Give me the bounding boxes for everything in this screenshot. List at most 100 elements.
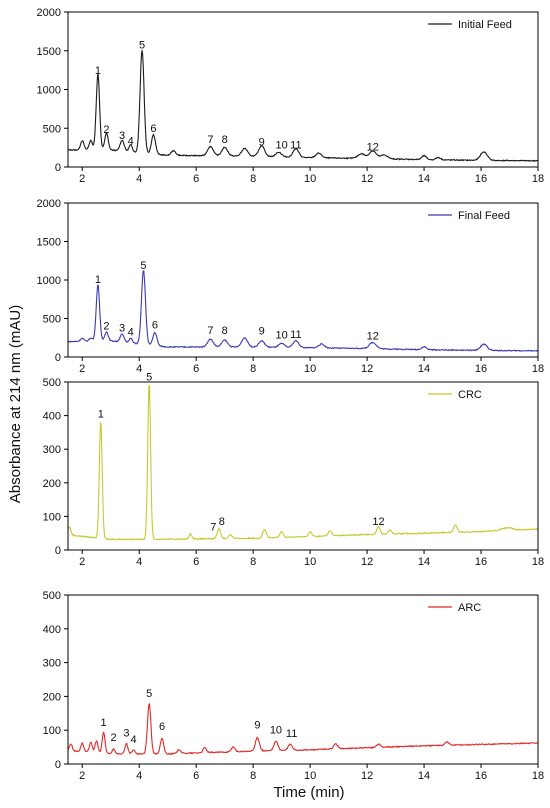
x-tick-label: 16 bbox=[475, 173, 487, 185]
x-tick-label: 10 bbox=[304, 363, 316, 375]
peak-label-7: 7 bbox=[210, 522, 216, 534]
peak-label-2: 2 bbox=[111, 732, 117, 744]
peak-label-12: 12 bbox=[372, 516, 384, 528]
peak-label-5: 5 bbox=[146, 371, 152, 383]
peak-label-10: 10 bbox=[270, 725, 282, 737]
x-tick-label: 12 bbox=[361, 173, 373, 185]
y-tick-label: 500 bbox=[43, 377, 61, 389]
x-tick-label: 6 bbox=[193, 363, 199, 375]
trace-line bbox=[67, 384, 539, 541]
x-tick-label: 18 bbox=[532, 770, 544, 782]
y-tick-label: 200 bbox=[43, 478, 61, 490]
peak-label-1: 1 bbox=[95, 274, 101, 286]
peak-label-3: 3 bbox=[123, 727, 129, 739]
x-tick-label: 6 bbox=[193, 173, 199, 185]
y-tick-label: 200 bbox=[43, 691, 61, 703]
y-tick-label: 2000 bbox=[37, 7, 61, 19]
peak-label-4: 4 bbox=[128, 326, 134, 338]
x-tick-label: 4 bbox=[136, 770, 142, 782]
peak-label-3: 3 bbox=[119, 323, 125, 335]
x-tick-label: 14 bbox=[418, 556, 430, 568]
x-tick-label: 10 bbox=[304, 556, 316, 568]
peak-label-9: 9 bbox=[259, 136, 265, 148]
x-tick-label: 12 bbox=[361, 556, 373, 568]
x-tick-label: 12 bbox=[361, 363, 373, 375]
peak-label-4: 4 bbox=[130, 734, 136, 746]
y-tick-label: 0 bbox=[55, 352, 61, 364]
x-tick-label: 14 bbox=[418, 363, 430, 375]
legend-label: Final Feed bbox=[458, 210, 510, 222]
x-axis-title: Time (min) bbox=[273, 784, 344, 801]
y-tick-label: 500 bbox=[43, 123, 61, 135]
trace-line bbox=[67, 702, 539, 755]
peak-label-1: 1 bbox=[95, 65, 101, 77]
y-tick-label: 500 bbox=[43, 314, 61, 326]
peak-label-9: 9 bbox=[259, 326, 265, 338]
peak-label-5: 5 bbox=[146, 688, 152, 700]
peak-label-6: 6 bbox=[159, 721, 165, 733]
x-tick-label: 8 bbox=[250, 173, 256, 185]
y-tick-label: 300 bbox=[43, 444, 61, 456]
x-tick-label: 16 bbox=[475, 770, 487, 782]
y-tick-label: 1000 bbox=[37, 275, 61, 287]
y-tick-label: 1500 bbox=[37, 46, 61, 58]
peak-label-12: 12 bbox=[367, 142, 379, 154]
x-tick-label: 4 bbox=[136, 173, 142, 185]
peak-label-8: 8 bbox=[222, 134, 228, 146]
x-tick-label: 2 bbox=[79, 173, 85, 185]
x-tick-label: 8 bbox=[250, 556, 256, 568]
legend-label: ARC bbox=[458, 602, 481, 614]
y-tick-label: 500 bbox=[43, 590, 61, 602]
peak-label-10: 10 bbox=[276, 139, 288, 151]
peak-label-9: 9 bbox=[254, 720, 260, 732]
trace-line bbox=[67, 50, 539, 162]
x-tick-label: 18 bbox=[532, 556, 544, 568]
peak-label-5: 5 bbox=[140, 260, 146, 272]
y-tick-label: 300 bbox=[43, 658, 61, 670]
y-tick-label: 2000 bbox=[37, 198, 61, 210]
peak-label-1: 1 bbox=[98, 408, 104, 420]
peak-label-8: 8 bbox=[219, 516, 225, 528]
x-tick-label: 14 bbox=[418, 173, 430, 185]
y-tick-label: 100 bbox=[43, 725, 61, 737]
legend-label: Initial Feed bbox=[458, 19, 512, 31]
plot-frame bbox=[67, 202, 539, 358]
trace-line bbox=[67, 269, 538, 352]
x-tick-label: 10 bbox=[304, 173, 316, 185]
peak-label-6: 6 bbox=[152, 320, 158, 332]
y-axis-title: Absorbance at 214 nm (mAU) bbox=[7, 305, 24, 503]
peak-label-11: 11 bbox=[290, 139, 301, 151]
peak-label-7: 7 bbox=[207, 134, 213, 146]
peak-label-4: 4 bbox=[128, 136, 134, 148]
x-tick-label: 16 bbox=[475, 556, 487, 568]
y-tick-label: 1000 bbox=[37, 85, 61, 97]
x-tick-label: 18 bbox=[532, 363, 544, 375]
plot-frame bbox=[67, 594, 539, 765]
peak-label-11: 11 bbox=[290, 329, 301, 341]
y-tick-label: 400 bbox=[43, 624, 61, 636]
x-tick-label: 4 bbox=[136, 363, 142, 375]
x-tick-label: 18 bbox=[532, 173, 544, 185]
y-tick-label: 0 bbox=[55, 162, 61, 174]
x-tick-label: 12 bbox=[361, 770, 373, 782]
peak-label-10: 10 bbox=[276, 330, 288, 342]
y-tick-label: 400 bbox=[43, 411, 61, 423]
peak-label-8: 8 bbox=[222, 325, 228, 337]
peak-label-5: 5 bbox=[139, 39, 145, 51]
x-tick-label: 6 bbox=[193, 556, 199, 568]
peak-label-6: 6 bbox=[150, 123, 156, 135]
x-tick-label: 2 bbox=[79, 770, 85, 782]
x-tick-label: 6 bbox=[193, 770, 199, 782]
x-tick-label: 4 bbox=[136, 556, 142, 568]
peak-label-2: 2 bbox=[103, 124, 109, 136]
x-tick-label: 2 bbox=[79, 556, 85, 568]
peak-label-12: 12 bbox=[367, 330, 379, 342]
y-tick-label: 0 bbox=[55, 759, 61, 771]
y-tick-label: 0 bbox=[55, 545, 61, 557]
x-tick-label: 10 bbox=[304, 770, 316, 782]
